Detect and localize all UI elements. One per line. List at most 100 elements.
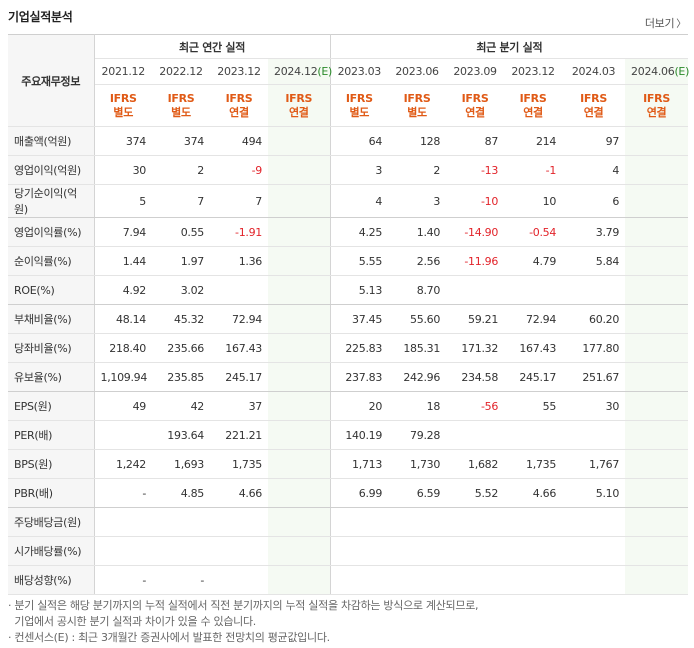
table-cell [562, 275, 626, 305]
table-cell: 185.31 [388, 333, 447, 363]
table-cell [268, 217, 331, 247]
table-cell [268, 507, 331, 537]
ifrs-header: IFRS 연결 [446, 84, 505, 127]
table-cell: 234.58 [446, 362, 505, 392]
period-header: 2023.06 [388, 58, 447, 85]
table-cell: 8.70 [388, 275, 447, 305]
table-row: PBR(배) -4.85 4.66 6.99 6.59 5.52 4.66 5.10 [8, 478, 689, 508]
table-cell: 225.83 [329, 333, 389, 363]
table-cell [268, 536, 331, 566]
table-cell [94, 536, 152, 566]
table-cell [625, 391, 689, 421]
period-header: 2023.09 [446, 58, 505, 85]
table-cell: 4.25 [329, 217, 389, 247]
ifrs-header: IFRS 별도 [94, 84, 152, 127]
row-label: ROE(%) [8, 275, 95, 305]
table-cell: 5.55 [329, 246, 389, 276]
table-cell: 1,682 [446, 449, 505, 479]
table-cell: 1,735 [504, 449, 563, 479]
period-label: 2023.12 [511, 65, 555, 78]
ifrs-header: IFRS 연결 [625, 84, 689, 127]
table-cell: - [152, 565, 210, 595]
table-cell [625, 536, 689, 566]
table-cell [446, 565, 505, 595]
table-cell: 221.21 [210, 420, 268, 450]
period-label: 2023.12 [217, 65, 261, 78]
table-cell [446, 420, 505, 450]
period-label: 2023.03 [337, 65, 382, 78]
table-cell [562, 420, 626, 450]
table-cell [329, 536, 389, 566]
table-cell [446, 536, 505, 566]
more-link[interactable]: 더보기 〉 [645, 15, 686, 31]
chevron-right-icon: 〉 [676, 19, 686, 30]
ifrs-header: IFRS 연결 [210, 84, 268, 127]
more-label[interactable]: 더보기 [644, 17, 675, 30]
table-cell: -14.90 [446, 217, 505, 247]
ifrs-basis-label: 별도 [113, 105, 134, 119]
ifrs-basis-label: 연결 [288, 105, 309, 119]
period-label: 2023.09 [453, 65, 497, 78]
ifrs-header: IFRS 별도 [329, 84, 389, 127]
table-row: 주당배당금(원) [8, 507, 689, 537]
table-cell [210, 565, 268, 595]
table-cell: 4.66 [504, 478, 563, 508]
table-cell: -0.54 [504, 217, 563, 247]
table-row: 부채비율(%) 48.14 45.32 72.94 37.45 55.60 59.21 72.… [8, 304, 689, 334]
table-row: EPS(원) 49 42 37 20 18 -56 55 30 [8, 391, 689, 421]
table-cell: 3 [329, 155, 389, 185]
table-cell: -13 [446, 155, 505, 185]
table-cell [504, 275, 563, 305]
table-cell: 7 [210, 184, 268, 218]
table-cell [446, 507, 505, 537]
table-head: 주요재무정보 최근 연간 실적 최근 분기 실적 2021.12 2022.12 2… [8, 34, 690, 127]
ifrs-header: IFRS 연결 [268, 84, 331, 127]
table-cell [504, 507, 563, 537]
estimate-marker: (E) [674, 65, 690, 78]
footnote-1: · 분기 실적은 해당 분기까지의 누적 실적에서 직전 분기까지의 누적 실적… [8, 599, 479, 612]
group-quarter-header: 최근 분기 실적 [329, 34, 689, 59]
row-label: PER(배) [8, 420, 95, 450]
table-cell: -1.91 [210, 217, 268, 247]
table-row: 배당성향(%) - - [8, 565, 689, 595]
ifrs-basis-label: 연결 [583, 105, 604, 119]
ifrs-label: IFRS [403, 91, 431, 105]
table-cell: 171.32 [446, 333, 505, 363]
table-cell [625, 362, 689, 392]
table-cell [625, 565, 689, 595]
table-cell [268, 184, 331, 218]
table-cell [625, 304, 689, 334]
table-cell: 245.17 [504, 362, 563, 392]
table-cell: 55.60 [388, 304, 447, 334]
row-label: 부채비율(%) [8, 304, 95, 334]
table-cell: 1.44 [94, 246, 152, 276]
table-cell: 374 [152, 126, 210, 156]
table-cell: 251.67 [562, 362, 626, 392]
table-cell: 167.43 [504, 333, 563, 363]
table-cell: 214 [504, 126, 563, 156]
table-row: 유보율(%) 1,109.94 235.85 245.17 237.83 242.96 23… [8, 362, 689, 392]
table-cell: 5.10 [562, 478, 626, 508]
table-cell [94, 420, 152, 450]
period-label: 2023.06 [395, 65, 439, 78]
table-cell: 193.64 [152, 420, 210, 450]
table-cell: 49 [94, 391, 152, 421]
table-cell: 6 [562, 184, 626, 218]
table-cell: 374 [94, 126, 152, 156]
table-cell: 1,713 [329, 449, 389, 479]
footnote-3: · 컨센서스(E) : 최근 3개월간 증권사에서 발표한 전망치의 평균값입니… [8, 631, 330, 644]
ifrs-label: IFRS [109, 91, 137, 105]
table-cell: 218.40 [94, 333, 152, 363]
table-cell: 0.55 [152, 217, 210, 247]
table-row: 영업이익(억원) 30 2 -9 3 2 -13 -1 4 [8, 155, 689, 185]
table-row: 시가배당률(%) [8, 536, 689, 566]
row-label: EPS(원) [8, 391, 95, 421]
table-cell: 1,242 [94, 449, 152, 479]
table-cell [625, 246, 689, 276]
table-cell: 3.02 [152, 275, 210, 305]
table-cell [210, 275, 268, 305]
row-label: 영업이익률(%) [8, 217, 95, 247]
table-cell [562, 565, 626, 595]
table-cell: 59.21 [446, 304, 505, 334]
table-cell [504, 420, 563, 450]
